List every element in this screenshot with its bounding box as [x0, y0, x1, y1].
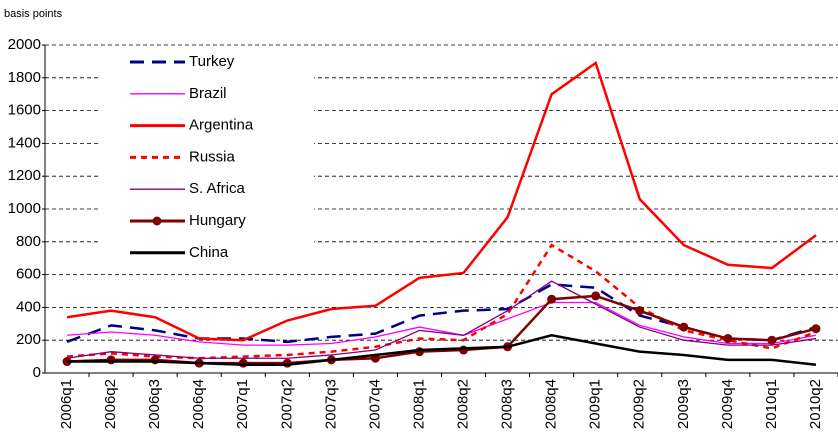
marker	[282, 358, 292, 368]
y-tick-label: 800	[16, 233, 41, 250]
legend-label: S. Africa	[189, 180, 246, 197]
x-tick-label: 2006q4	[190, 379, 207, 429]
y-tick-label: 1000	[8, 200, 41, 217]
x-tick-label: 2007q3	[322, 379, 339, 429]
x-tick-label: 2009q1	[587, 379, 604, 429]
x-tick-label: 2007q2	[278, 379, 295, 429]
legend-label: Turkey	[189, 53, 235, 70]
marker	[150, 355, 160, 365]
x-tick-label: 2007q1	[234, 379, 251, 429]
y-tick-label: 1400	[8, 134, 41, 151]
legend-marker	[152, 216, 162, 226]
marker	[459, 345, 469, 355]
marker	[591, 291, 601, 301]
x-tick-label: 2006q1	[58, 379, 75, 429]
x-tick-label: 2008q2	[454, 379, 471, 429]
legend-label: China	[189, 244, 229, 261]
x-tick-label: 2010q1	[763, 379, 780, 429]
x-tick-label: 2006q2	[102, 379, 119, 429]
x-tick-label: 2009q2	[631, 379, 648, 429]
marker	[238, 358, 248, 368]
marker	[767, 335, 777, 345]
marker	[414, 347, 424, 357]
series-line	[66, 301, 817, 346]
legend-label: Argentina	[189, 117, 254, 134]
series-line	[66, 280, 817, 359]
y-tick-label: 200	[16, 331, 41, 348]
y-tick-label: 1200	[8, 167, 41, 184]
y-tick-label: 2000	[8, 36, 41, 53]
marker	[723, 334, 733, 344]
y-tick-label: 400	[16, 298, 41, 315]
marker	[547, 294, 557, 304]
marker	[106, 355, 116, 365]
x-tick-label: 2008q1	[410, 379, 427, 429]
series-line	[66, 61, 817, 342]
x-tick-label: 2006q3	[146, 379, 163, 429]
marker	[635, 306, 645, 316]
y-tick-label: 0	[33, 364, 41, 381]
x-tick-label: 2007q4	[366, 379, 383, 429]
marker	[811, 324, 821, 334]
series-line	[67, 334, 817, 367]
y-tick-label: 600	[16, 266, 41, 283]
y-tick-label: 1600	[8, 102, 41, 119]
y-tick-label: 1800	[8, 69, 41, 86]
x-tick-label: 2008q3	[499, 379, 516, 429]
legend-label: Hungary	[189, 212, 246, 229]
legend-label: Brazil	[189, 85, 227, 102]
legend-label: Russia	[189, 148, 236, 165]
x-tick-label: 2009q4	[719, 379, 736, 429]
x-tick-label: 2010q2	[807, 379, 824, 429]
x-tick-label: 2009q3	[675, 379, 692, 429]
x-tick-label: 2008q4	[543, 379, 560, 429]
y-axis-label: basis points	[4, 8, 63, 20]
marker	[679, 322, 689, 332]
